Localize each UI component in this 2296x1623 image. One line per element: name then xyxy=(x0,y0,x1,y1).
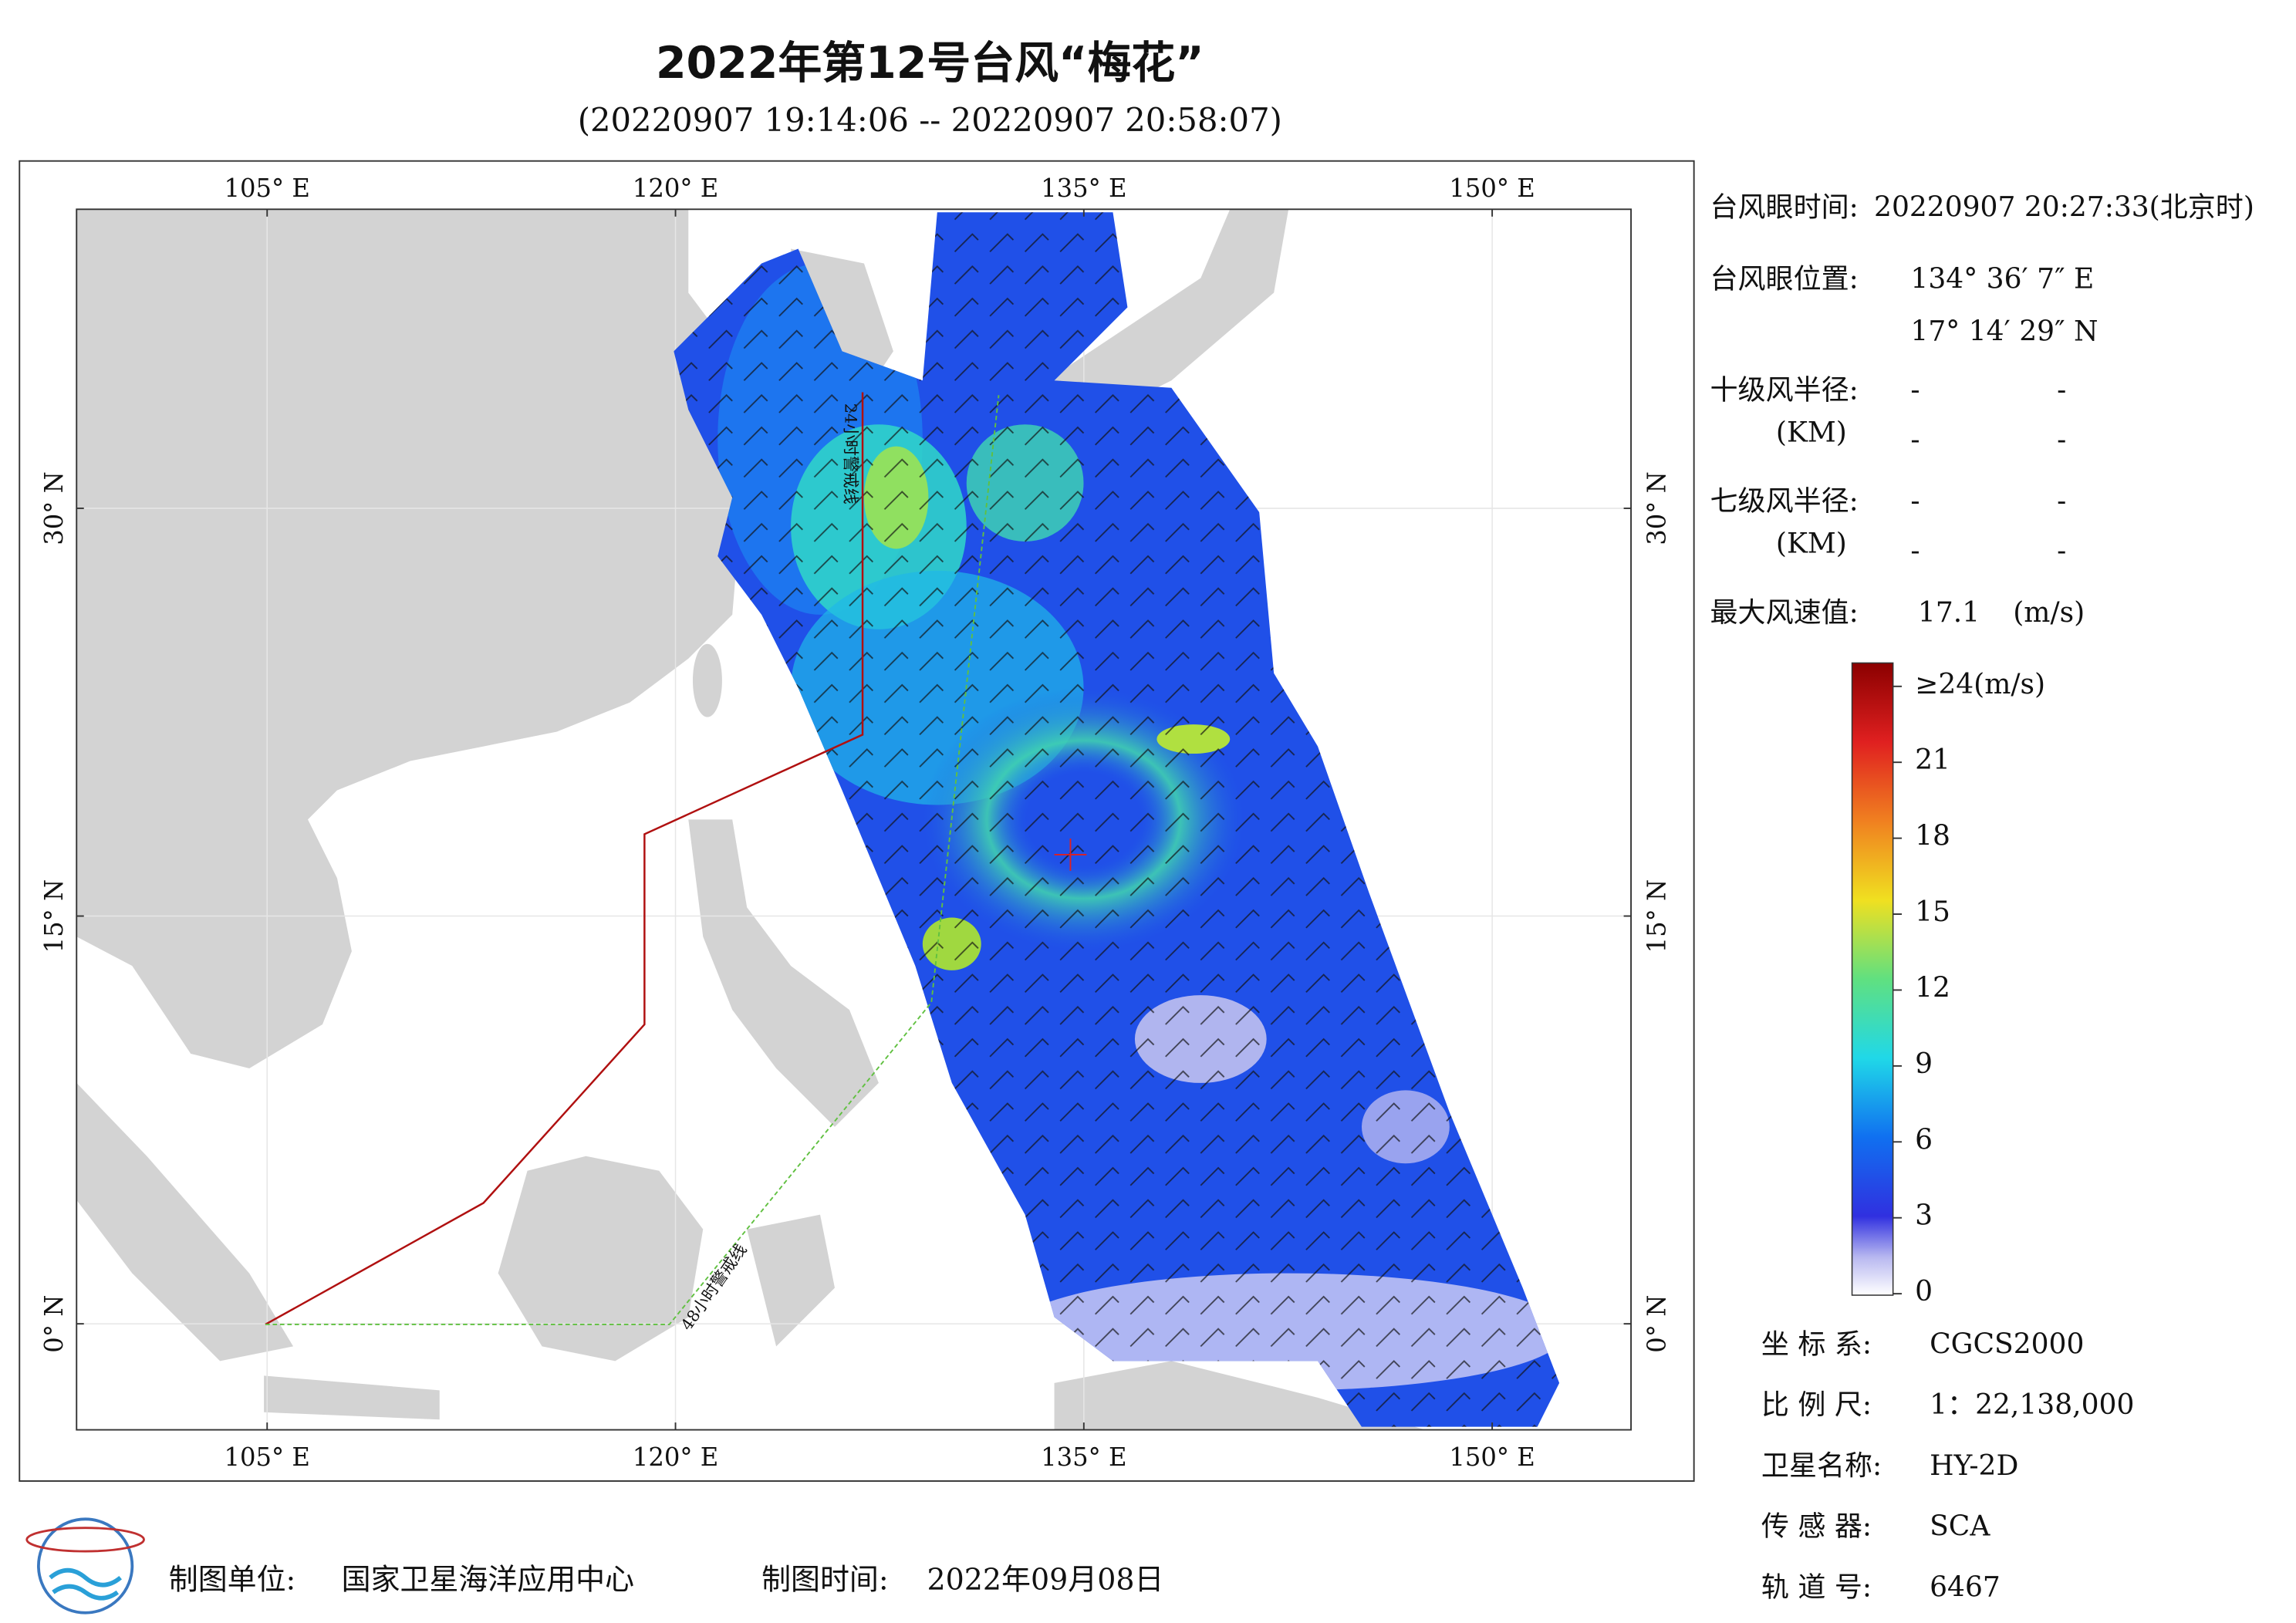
info-label: 十级风半径: xyxy=(1710,374,1859,406)
colorbar-tick-label: 3 xyxy=(1915,1200,1933,1232)
lat-tick-label: 30° N xyxy=(39,471,69,545)
land xyxy=(76,209,1464,1430)
footer-label: 制图时间: xyxy=(761,1562,889,1596)
colorbar-tick-label: 6 xyxy=(1915,1124,1933,1156)
lat-tick-label: 15° N xyxy=(1643,879,1672,953)
map: 24小时警戒线 48小时警戒线 xyxy=(76,209,1632,1430)
meta-label: 传 感 器: xyxy=(1761,1511,1872,1543)
warning-line-48h xyxy=(265,395,1000,1325)
lon-tick-label: 150° E xyxy=(1449,1442,1535,1472)
info-unit: (KM) xyxy=(1776,528,1847,560)
colorbar-tick-label: 18 xyxy=(1915,821,1950,852)
meta-label: 卫星名称: xyxy=(1761,1450,1882,1482)
colorbar-tick-label: 9 xyxy=(1915,1048,1933,1080)
lon-tick-label: 135° E xyxy=(1041,174,1126,203)
lon-tick-label: 135° E xyxy=(1041,1442,1126,1472)
info-value: 134° 36′ 7″ E xyxy=(1910,263,2094,295)
info-value: - xyxy=(2057,424,2066,456)
info-value: - xyxy=(1910,374,1920,406)
info-unit: (KM) xyxy=(1776,417,1847,448)
meta-value: CGCS2000 xyxy=(1930,1328,2084,1360)
meta-label: 坐 标 系: xyxy=(1761,1328,1872,1360)
outer-frame xyxy=(19,160,1695,1482)
info-value: 20220907 20:27:33(北京时) xyxy=(1874,191,2254,223)
colorbar-tick-label: 15 xyxy=(1915,896,1950,928)
colorbar-tick-label: 21 xyxy=(1915,744,1950,776)
lon-tick-label: 105° E xyxy=(225,174,310,203)
lon-tick-label: 120° E xyxy=(633,174,718,203)
info-value: - xyxy=(1910,535,1920,567)
title: 2022年第12号台风“梅花” xyxy=(656,38,1204,89)
eye-marker xyxy=(1054,838,1087,871)
info-value: - xyxy=(2057,486,2066,518)
info-label: 七级风半径: xyxy=(1710,486,1859,518)
colorbar xyxy=(1851,662,1894,1296)
footer-value: 2022年09月08日 xyxy=(927,1562,1164,1596)
meta-label: 轨 道 号: xyxy=(1761,1571,1872,1603)
meta-label: 比 例 尺: xyxy=(1761,1389,1872,1421)
lat-tick-label: 0° N xyxy=(39,1295,69,1353)
map-frame xyxy=(76,208,1633,1431)
line-24h-label: 24小时警戒线 xyxy=(841,403,859,504)
info-panel: 台风眼时间: 20220907 20:27:33(北京时) 台风眼位置: 134… xyxy=(1710,191,2254,629)
info-value: - xyxy=(2057,374,2066,406)
info-value: 17.1 xyxy=(1918,597,1980,629)
lon-tick-label: 105° E xyxy=(225,1442,310,1472)
subtitle: (20220907 19:14:06 -- 20220907 20:58:07) xyxy=(578,101,1282,139)
colorbar-tick-label: 12 xyxy=(1915,972,1950,1004)
info-unit: (m/s) xyxy=(2013,597,2085,629)
meta-value: HY-2D xyxy=(1930,1450,2018,1482)
info-value: - xyxy=(1910,424,1920,456)
footer-value: 国家卫星海洋应用中心 xyxy=(342,1562,634,1596)
lat-tick-label: 30° N xyxy=(1643,471,1672,545)
meta-value: 6467 xyxy=(1930,1571,2001,1603)
lon-tick-label: 120° E xyxy=(633,1442,718,1472)
footer-label: 制图单位: xyxy=(169,1562,296,1596)
warning-line-24h xyxy=(265,392,864,1326)
info-label: 台风眼时间: xyxy=(1710,191,1859,223)
info-label: 最大风速值: xyxy=(1710,597,1859,629)
meta-value: 1：22,138,000 xyxy=(1930,1389,2134,1421)
info-label: 台风眼位置: xyxy=(1710,263,1859,295)
lat-tick-label: 0° N xyxy=(1643,1295,1672,1353)
lon-tick-label: 150° E xyxy=(1449,174,1535,203)
info-value: - xyxy=(2057,535,2066,567)
meta-value: SCA xyxy=(1930,1511,1990,1543)
logo xyxy=(25,1517,145,1615)
info-value: 17° 14′ 29″ N xyxy=(1910,316,2098,348)
lat-tick-label: 15° N xyxy=(39,879,69,953)
colorbar-tick-label: ≥24(m/s) xyxy=(1915,669,2045,700)
info-value: - xyxy=(1910,486,1920,518)
colorbar-tick-label: 0 xyxy=(1915,1276,1933,1308)
